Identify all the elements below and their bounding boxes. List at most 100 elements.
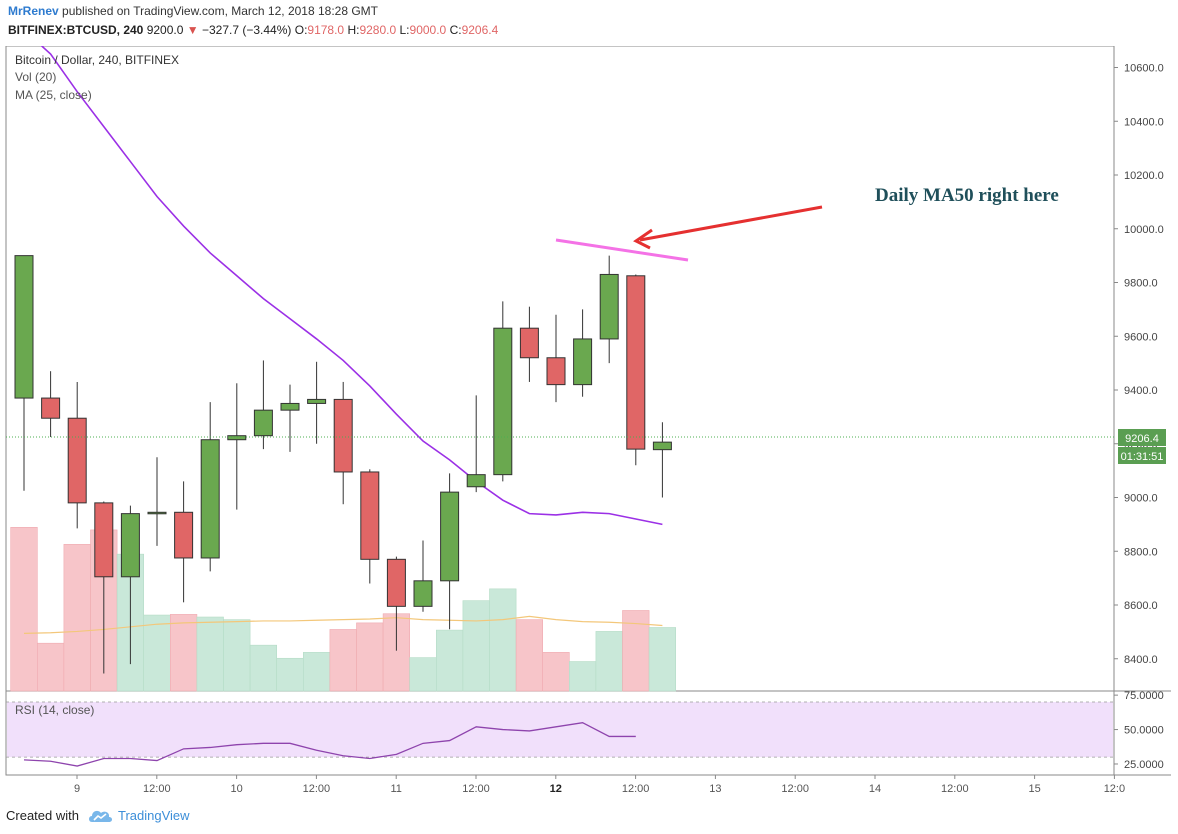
volume-bar (302, 652, 331, 692)
volume-bar (170, 614, 198, 692)
time-axis-label: 12:00 (462, 783, 490, 795)
volume-bar (196, 616, 224, 692)
candle (626, 274, 646, 466)
candle (333, 381, 353, 505)
moving-average-layer (40, 46, 663, 526)
volume-bar (648, 627, 676, 692)
time-axis-label: 12:00 (941, 783, 969, 795)
candle-body (67, 417, 87, 504)
candle (360, 469, 380, 584)
price-axis-label: 8600.0 (1124, 600, 1158, 612)
candle-body (333, 398, 353, 473)
volume-bar (276, 657, 304, 692)
volume-bar (489, 588, 517, 692)
volume-bar (356, 622, 384, 692)
time-axis[interactable]: 9 12:00 10 12:00 11 12:00 12 12:00 13 12:00 14 12:0… (74, 775, 1125, 795)
low-value: 9000.0 (409, 23, 447, 37)
time-axis-label: 12 (550, 783, 562, 795)
candle-body (573, 338, 593, 386)
chart-area[interactable]: 8400.08600.08800.09000.09200.09400.09600… (0, 46, 1178, 800)
tradingview-link[interactable]: TradingView (118, 808, 190, 823)
time-axis-label: 12:00 (143, 783, 171, 795)
high-label: H: (347, 23, 360, 37)
candle (227, 383, 247, 510)
time-axis-label: 12:0 (1104, 783, 1125, 795)
price-axis-label: 9400.0 (1124, 385, 1158, 397)
footer: Created with TradingView (0, 800, 1178, 834)
candle-body (200, 439, 220, 559)
candle-body (360, 471, 380, 560)
candle (67, 381, 87, 529)
candle (174, 481, 194, 603)
time-axis-label: 13 (709, 783, 721, 795)
published-text: published on TradingView.com, March 12, … (62, 4, 378, 18)
volume-bar (223, 619, 251, 692)
candle-body (599, 273, 619, 340)
last-price: 9200.0 (146, 23, 184, 37)
high-value: 9280.0 (359, 23, 397, 37)
rsi-axis-label: 75.0000 (1124, 690, 1164, 702)
red-arrow-head-icon (633, 228, 653, 250)
candle-body (253, 409, 273, 437)
down-arrow-icon: ▼ (186, 23, 199, 37)
candle (94, 501, 114, 674)
close-label: C: (449, 23, 462, 37)
legend-vol[interactable]: Vol (20) (15, 70, 56, 84)
candle-body (626, 275, 646, 450)
symbol-name: BITFINEX:BTCUSD, 240 (8, 23, 144, 37)
price-axis-label: 10200.0 (1124, 170, 1164, 182)
rsi-pane (6, 701, 1114, 767)
time-axis-label: 15 (1028, 783, 1040, 795)
price-badge (1118, 429, 1166, 446)
publish-info: MrRenev published on TradingView.com, Ma… (8, 4, 378, 18)
price-change: −327.7 (−3.44%) (201, 23, 292, 37)
candle-body (120, 513, 140, 578)
rsi-line (23, 721, 636, 767)
candle-body (652, 441, 672, 451)
price-axis-label: 9800.0 (1124, 278, 1158, 290)
candle-body (440, 491, 460, 582)
candle-body (307, 398, 327, 404)
open-value: 9178.0 (307, 23, 345, 37)
volume-bar (63, 544, 91, 692)
candle-body (493, 327, 513, 476)
legend-rsi[interactable]: RSI (14, close) (15, 703, 94, 717)
open-label: O: (294, 23, 308, 37)
candle (41, 371, 61, 438)
candle (200, 402, 220, 572)
volume-bar (409, 657, 437, 692)
candle-body (41, 397, 61, 419)
legend-title: Bitcoin / Dollar, 240, BITFINEX (15, 53, 179, 67)
created-with-text: Created with (6, 808, 79, 823)
candle-body (413, 580, 433, 607)
volume-bar (515, 619, 543, 692)
candle (652, 422, 672, 498)
price-axis-label: 9600.0 (1124, 331, 1158, 343)
volume-bar (568, 661, 597, 692)
candle-body (174, 511, 194, 559)
candle-body (227, 435, 247, 441)
candle (120, 505, 140, 665)
candle (519, 306, 539, 382)
publish-header: MrRenev published on TradingView.com, Ma… (0, 0, 1178, 46)
candle (386, 556, 406, 651)
price-axis-label: 9000.0 (1124, 493, 1158, 505)
rsi-axis-label: 25.0000 (1124, 759, 1164, 771)
time-axis-label: 11 (390, 783, 401, 795)
candle (546, 314, 566, 403)
ma25-line (40, 46, 663, 526)
legend-ma[interactable]: MA (25, close) (15, 88, 92, 102)
volume-bar (329, 629, 357, 692)
time-axis-label: 10 (230, 783, 242, 795)
time-axis-label: 14 (869, 783, 881, 795)
volume-bar (10, 527, 38, 692)
symbol-info: BITFINEX:BTCUSD, 240 9200.0 ▼ −327.7 (−3… (8, 23, 498, 37)
price-axis-label: 8800.0 (1124, 546, 1158, 558)
candle (573, 309, 593, 397)
annotation-text: Daily MA50 right here (875, 185, 1059, 206)
time-axis-label: 9 (74, 783, 80, 795)
author-link[interactable]: MrRenev (8, 4, 59, 18)
volume-bar (249, 644, 278, 692)
volume-bar (36, 642, 65, 692)
price-badge-text: 9206.4 (1125, 433, 1159, 445)
